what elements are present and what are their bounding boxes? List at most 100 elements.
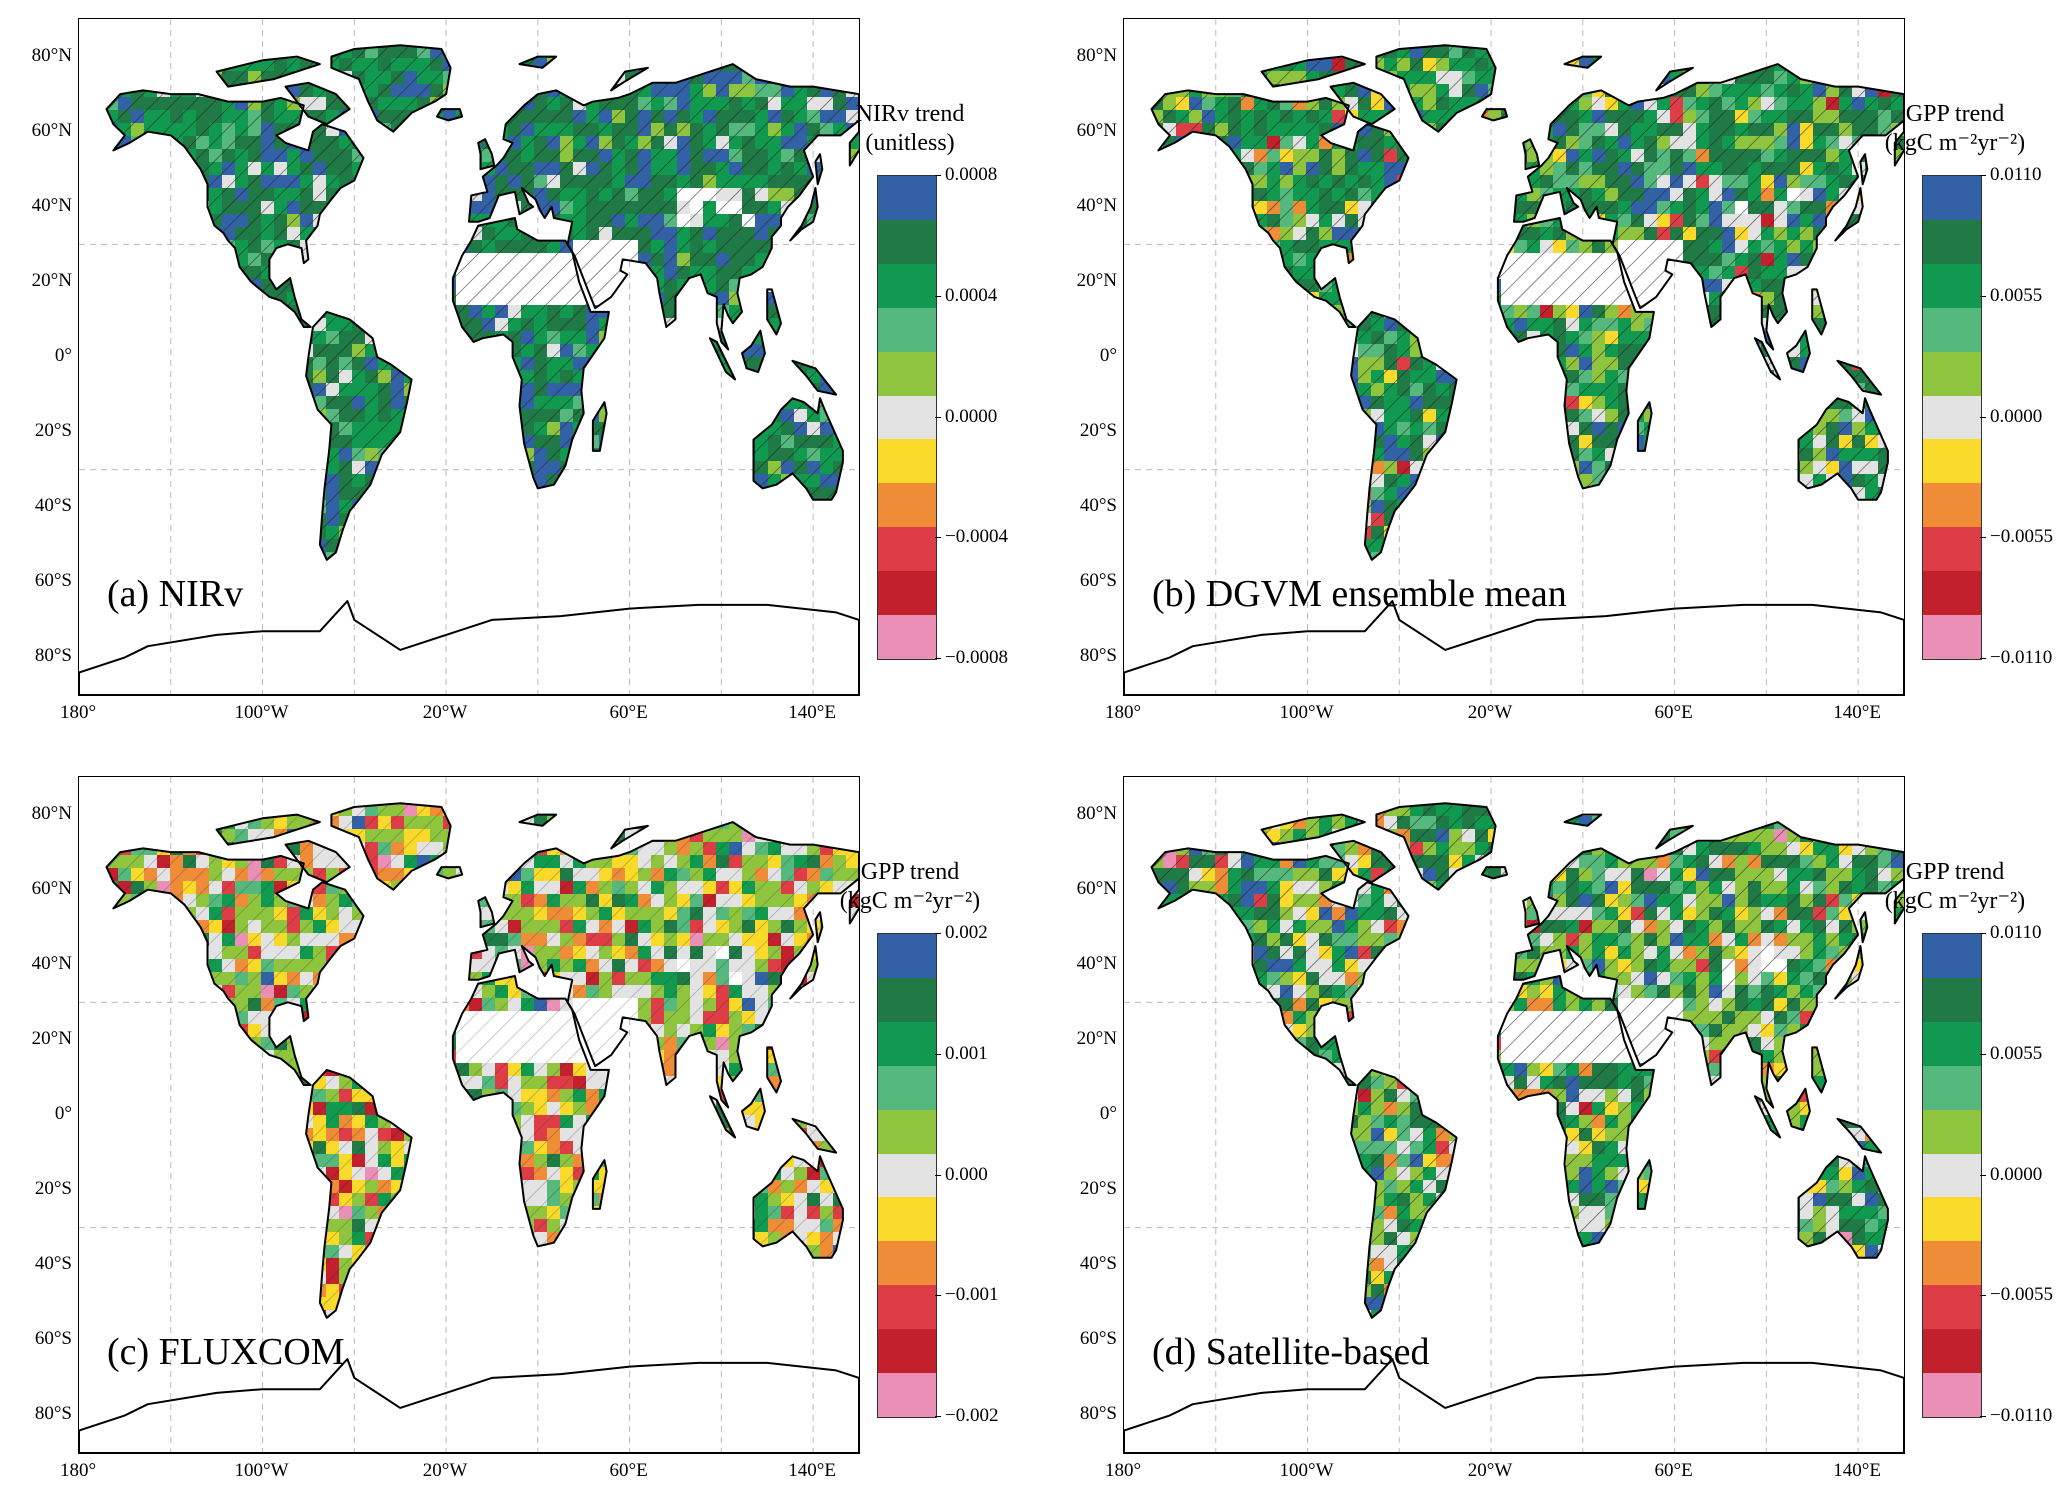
trend-cell xyxy=(495,45,509,59)
trend-cell xyxy=(716,396,730,410)
trend-cell xyxy=(1839,45,1853,46)
trend-cell xyxy=(222,539,236,553)
trend-cell xyxy=(1891,318,1904,332)
trend-cell xyxy=(1189,149,1203,163)
trend-cell xyxy=(287,383,301,397)
trend-cell xyxy=(92,45,106,59)
trend-cell xyxy=(1163,409,1177,423)
trend-cell xyxy=(1709,344,1723,358)
trend-cell xyxy=(1215,318,1229,332)
trend-cell xyxy=(560,58,574,72)
trend-cell xyxy=(573,435,587,449)
trend-cell xyxy=(1267,279,1281,293)
trend-cell xyxy=(703,45,717,46)
trend-cell xyxy=(404,123,418,137)
trend-cell xyxy=(1514,461,1528,475)
trend-cell xyxy=(781,19,795,33)
trend-cell xyxy=(417,474,431,488)
trend-cell xyxy=(144,448,158,462)
trend-cell xyxy=(1501,396,1515,410)
trend-cell xyxy=(79,305,93,319)
trend-cell xyxy=(1423,240,1437,254)
trend-cell xyxy=(612,591,626,605)
trend-cell xyxy=(807,45,821,59)
trend-cell xyxy=(1462,45,1476,46)
trend-cell xyxy=(677,305,691,319)
trend-cell xyxy=(157,513,171,527)
trend-cell xyxy=(1852,253,1866,267)
trend-cell xyxy=(1449,214,1463,228)
trend-cell xyxy=(1189,240,1203,254)
trend-cell xyxy=(755,552,769,560)
trend-cell xyxy=(300,461,314,475)
trend-cell xyxy=(1345,19,1359,33)
trend-cell xyxy=(573,578,587,592)
colorbar-title: NIRv trend (unitless) xyxy=(820,100,1000,158)
trend-cell xyxy=(599,474,613,488)
trend-cell xyxy=(781,357,795,371)
trend-cell xyxy=(79,344,93,358)
trend-cell xyxy=(1670,487,1684,501)
trend-cell xyxy=(1137,149,1151,163)
trend-cell xyxy=(1683,344,1697,358)
trend-cell xyxy=(1267,396,1281,410)
trend-cell xyxy=(1735,58,1749,72)
trend-cell xyxy=(430,552,444,560)
trend-cell xyxy=(326,19,340,33)
trend-cell xyxy=(196,396,210,410)
trend-cell xyxy=(1878,71,1892,85)
trend-cell xyxy=(1202,45,1216,59)
trend-cell xyxy=(92,591,106,605)
trend-cell xyxy=(1124,396,1138,410)
trend-cell xyxy=(1215,448,1229,462)
trend-cell xyxy=(1176,383,1190,397)
trend-cell xyxy=(79,513,93,527)
trend-cell xyxy=(157,149,171,163)
trend-cell xyxy=(1215,58,1229,72)
trend-cell xyxy=(222,253,236,267)
trend-cell xyxy=(1345,45,1359,46)
trend-cell xyxy=(1293,474,1307,488)
trend-cell xyxy=(313,448,327,462)
trend-cell xyxy=(1787,409,1801,423)
trend-cell xyxy=(118,552,132,560)
trend-cell xyxy=(742,318,756,332)
trend-cell xyxy=(651,318,665,332)
trend-cell xyxy=(1176,448,1190,462)
trend-cell xyxy=(131,292,145,306)
trend-cell xyxy=(144,344,158,358)
trend-cell xyxy=(1761,474,1775,488)
trend-cell xyxy=(495,487,509,501)
trend-cell xyxy=(235,370,249,384)
trend-cell xyxy=(794,201,808,215)
trend-cell xyxy=(1151,357,1164,371)
trend-cell xyxy=(1540,435,1554,449)
trend-cell xyxy=(599,487,613,501)
trend-cell xyxy=(625,19,639,33)
trend-cell xyxy=(183,422,197,436)
trend-cell xyxy=(430,487,444,501)
trend-cell xyxy=(508,19,522,33)
trend-cell xyxy=(729,19,743,33)
trend-cell xyxy=(1722,331,1736,345)
trend-cell xyxy=(79,227,93,241)
trend-cell xyxy=(807,578,821,592)
trend-cell xyxy=(1644,474,1658,488)
trend-cell xyxy=(274,578,288,592)
trend-cell xyxy=(222,331,236,345)
coastline-novaya xyxy=(610,66,649,92)
trend-cell xyxy=(209,19,223,33)
trend-cell xyxy=(1618,45,1632,46)
trend-cell xyxy=(1151,318,1164,332)
trend-cell xyxy=(287,578,301,592)
trend-cell xyxy=(118,357,132,371)
trend-cell xyxy=(1878,331,1892,345)
trend-cell xyxy=(1241,58,1255,72)
trend-cell xyxy=(612,526,626,540)
trend-cell xyxy=(235,305,249,319)
trend-cell xyxy=(651,461,665,475)
trend-cell xyxy=(131,253,145,267)
trend-cell xyxy=(560,45,574,59)
trend-cell xyxy=(183,357,197,371)
trend-cell xyxy=(1163,19,1177,33)
